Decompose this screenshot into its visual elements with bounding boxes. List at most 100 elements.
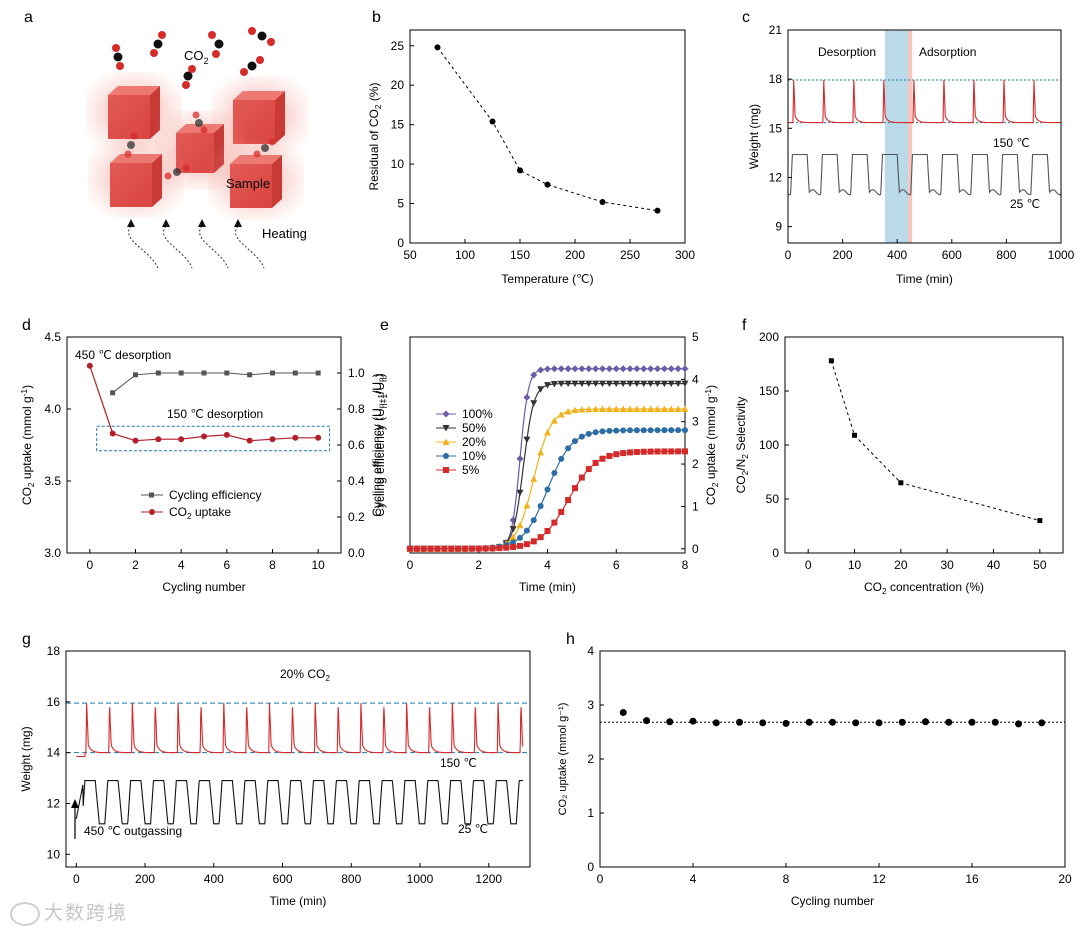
panel-g-ytick-label: 16 — [47, 695, 61, 709]
panel-e-ylabel-right-part: 2 — [710, 482, 720, 487]
co2-molecule-icon — [150, 31, 166, 57]
panel-g-co2-label: 20% CO2 — [280, 667, 330, 683]
long-term-weight-cycling-chart: 0 200 400 600 800 1000 1200 10 12 14 16 18 Time (min… — [19, 644, 531, 908]
panel-e-series-point — [578, 433, 585, 440]
panel-g-co2-label-part: 2 — [325, 673, 330, 683]
panel-h-ytick-label: 4 — [587, 644, 594, 658]
panel-g-outgassing-label: 450 ℃ outgassing — [84, 824, 182, 838]
panel-f-ytick-label: 150 — [759, 384, 779, 398]
panel-b-ytick-label: 0 — [397, 236, 404, 250]
panel-e-series-point — [550, 417, 558, 424]
panel-e-ylabel-right: CO2 uptake (mmol g-1) — [703, 385, 720, 505]
panel-f-frame — [784, 336, 1064, 554]
panel-e-ylabel-left-part: n+1 — [379, 394, 389, 409]
panel-g-xtick-label: 1200 — [475, 872, 502, 886]
panel-e-series-point — [550, 365, 558, 373]
heated-cube-bottom-right — [208, 140, 304, 220]
panel-e-series-point — [537, 386, 545, 393]
panel-h-data-point — [643, 717, 650, 725]
panel-h-data-point — [689, 717, 697, 725]
panel-e-series-point — [510, 539, 517, 546]
co2-molecule-icon — [208, 31, 224, 58]
panel-h-frame — [599, 650, 1066, 868]
panel-letter-h: h — [566, 631, 575, 648]
panel-d-legend-uptake-marker — [149, 509, 155, 515]
panel-h-xtick-label: 20 — [1058, 872, 1072, 886]
panel-c-adsorption-band — [908, 30, 913, 243]
panel-letter-f: f — [742, 317, 747, 334]
panel-e-series-point — [599, 455, 606, 462]
co2-molecule-icon — [192, 111, 208, 134]
panel-h-data-point — [736, 718, 743, 726]
panel-d-ytick-label-right: 0.4 — [348, 474, 365, 488]
panel-c-xtick-label: 800 — [996, 248, 1016, 262]
panel-g-frame — [65, 650, 531, 868]
panel-f-xtick-label: 10 — [848, 558, 862, 572]
panel-f-data-point — [1037, 518, 1043, 524]
panel-e-series-point — [564, 380, 572, 388]
panel-e-ylabel-left-part: ) — [373, 373, 387, 377]
panel-e-series-point — [599, 365, 606, 373]
panel-d-xtick-label: 10 — [311, 558, 325, 572]
co2-molecule-icon — [240, 56, 264, 76]
panel-g-temperature-trace — [75, 780, 524, 825]
panel-e-series-point — [585, 405, 593, 413]
panel-e-ytick-label-right: 3 — [692, 415, 699, 429]
panel-e-series-point — [530, 400, 538, 407]
panel-d-ylabel-left-part: ) — [20, 385, 34, 389]
panel-e-series-point — [407, 545, 413, 552]
panel-e-series-point — [564, 365, 572, 373]
panel-b-ylabel: Residual of CO2 (%) — [367, 82, 383, 190]
panel-e-series-point — [571, 380, 579, 388]
panel-d-legend-uptake-label-part: CO — [169, 505, 187, 519]
panel-e-series-point — [585, 466, 592, 473]
panel-d-legend-uptake-label-part: uptake — [192, 505, 232, 519]
panel-b-xtick-label: 50 — [403, 248, 417, 262]
panel-d-ytick-label-right: 0.2 — [348, 510, 365, 524]
panel-e-series-point — [592, 429, 599, 436]
panel-e-ytick-label-right: 4 — [692, 372, 699, 386]
panel-d-efficiency-point — [292, 370, 298, 376]
panel-h-data-point — [759, 719, 767, 727]
panel-d-efficiency-point — [110, 390, 116, 396]
panel-e-series-point — [558, 455, 565, 462]
panel-letter-a: a — [24, 9, 33, 26]
panel-b-frame — [409, 29, 686, 244]
panel-e-series-point — [599, 380, 606, 388]
panel-d-uptake-point — [246, 437, 253, 444]
panel-e-series-point — [619, 365, 627, 373]
panel-e-series-point — [551, 469, 558, 476]
panel-d-ytick-label-right: 0.8 — [348, 402, 365, 416]
panel-d-efficiency-line — [112, 372, 319, 394]
panel-e-series-point — [523, 541, 530, 548]
panel-f-data-point — [828, 358, 834, 364]
panel-d-uptake-line — [89, 365, 319, 442]
panel-c-high-temp-label: 150 ℃ — [993, 136, 1030, 150]
panel-e-series-point — [674, 405, 682, 412]
panel-h-data-point — [898, 718, 906, 726]
panel-b-ylabel-part: 2 — [373, 104, 383, 109]
panel-b-xtick-label: 100 — [455, 248, 475, 262]
panel-e-series-point — [489, 545, 496, 552]
panel-g-low-temp-label: 25 ℃ — [458, 822, 488, 836]
panel-f-ylabel: CO2/N2 Selectivity — [734, 397, 750, 494]
panel-e-series-point — [475, 545, 482, 552]
panel-d-ytick-label: 4.5 — [44, 330, 61, 344]
panel-e-series-point — [681, 365, 689, 373]
watermark-logo-icon — [10, 901, 40, 926]
panel-g-xtick-label: 0 — [73, 872, 80, 886]
panel-e-series-point — [674, 380, 682, 388]
panel-d-ylabel-left: CO2 uptake (mmol g-1) — [19, 385, 36, 505]
panel-e-ylabel-right-part: ) — [704, 385, 718, 389]
panel-e-series-point — [544, 428, 551, 436]
panel-e-legend-marker — [443, 467, 449, 473]
panel-d-efficiency-point — [224, 370, 230, 376]
panel-e-series-point — [647, 405, 655, 413]
panel-e-series-point — [523, 393, 531, 401]
panel-f-xtick-label: 0 — [805, 558, 812, 572]
panel-d-legend-efficiency-label: Cycling efficiency — [169, 488, 261, 502]
panel-e-series-point — [510, 544, 517, 551]
panel-b-ylabel-part: (%) — [367, 82, 381, 104]
panel-e-series-point — [633, 449, 640, 456]
